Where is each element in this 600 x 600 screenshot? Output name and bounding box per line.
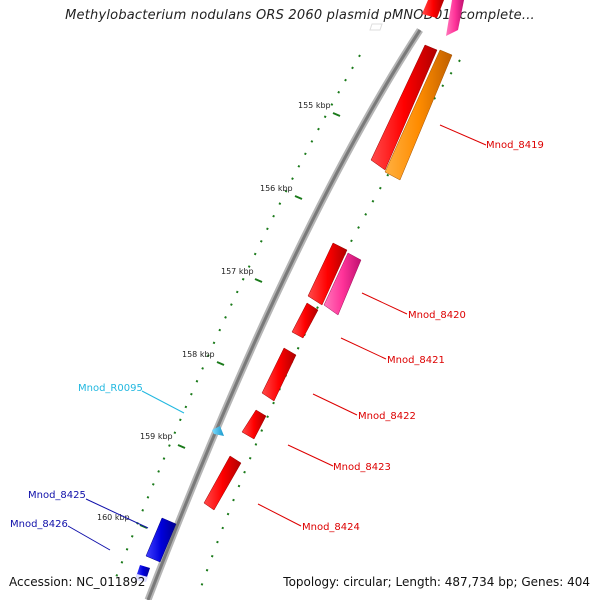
gene-label-mnod-8422[interactable]: Mnod_8422 xyxy=(358,411,416,422)
gene-label-mnod-8420[interactable]: Mnod_8420 xyxy=(408,310,466,321)
tick-label-158: 158 kbp xyxy=(182,350,215,359)
tick-label-156: 156 kbp xyxy=(260,184,293,193)
gene-label-mnod-8425[interactable]: Mnod_8425 xyxy=(28,490,86,501)
gene-mnod-8424[interactable] xyxy=(203,455,242,511)
tick-label-159: 159 kbp xyxy=(140,432,173,441)
gene-mnod-8420-pink[interactable] xyxy=(323,252,362,316)
gene-label-mnod-8426[interactable]: Mnod_8426 xyxy=(10,519,68,530)
leader-lines xyxy=(67,124,487,551)
gene-label-mnod-8421[interactable]: Mnod_8421 xyxy=(387,355,445,366)
gene-mnod-8419-orange[interactable] xyxy=(384,49,453,181)
gene-mnod-8423[interactable] xyxy=(241,409,267,440)
gc-skew-track-inner xyxy=(114,54,361,581)
map-title: Methylobacterium nodulans ORS 2060 plasm… xyxy=(65,8,535,23)
gene-label-mnod-8419[interactable]: Mnod_8419 xyxy=(486,140,544,151)
gene-mnod-8419-red[interactable] xyxy=(370,44,438,171)
gene-mnod-8422[interactable] xyxy=(261,347,297,402)
gene-label-mnod-8424[interactable]: Mnod_8424 xyxy=(302,522,360,533)
gene-mnod-r0095[interactable] xyxy=(212,426,224,436)
tick-label-160: 160 kbp xyxy=(97,513,130,522)
backbone xyxy=(144,28,423,600)
gene-mnod-8421[interactable] xyxy=(291,302,319,339)
gene-label-mnod-r0095[interactable]: Mnod_R0095 xyxy=(78,383,143,394)
accession-text: Accession: NC_011892 xyxy=(9,575,146,589)
gene-partial-top-white xyxy=(369,23,383,31)
gene-mnod-8420-red[interactable] xyxy=(307,242,348,306)
gene-label-mnod-8423[interactable]: Mnod_8423 xyxy=(333,462,391,473)
gene-mnod-8425[interactable] xyxy=(145,517,177,563)
tick-label-155: 155 kbp xyxy=(298,101,331,110)
gene-partial-top-red[interactable] xyxy=(422,0,444,18)
gene-mnod-8426-highlight xyxy=(135,574,148,582)
tick-marks xyxy=(139,112,341,529)
tick-label-157: 157 kbp xyxy=(221,267,254,276)
gc-skew-track-outer xyxy=(199,59,461,591)
gene-partial-top-pink[interactable] xyxy=(446,0,464,36)
topology-summary: Topology: circular; Length: 487,734 bp; … xyxy=(283,575,590,589)
